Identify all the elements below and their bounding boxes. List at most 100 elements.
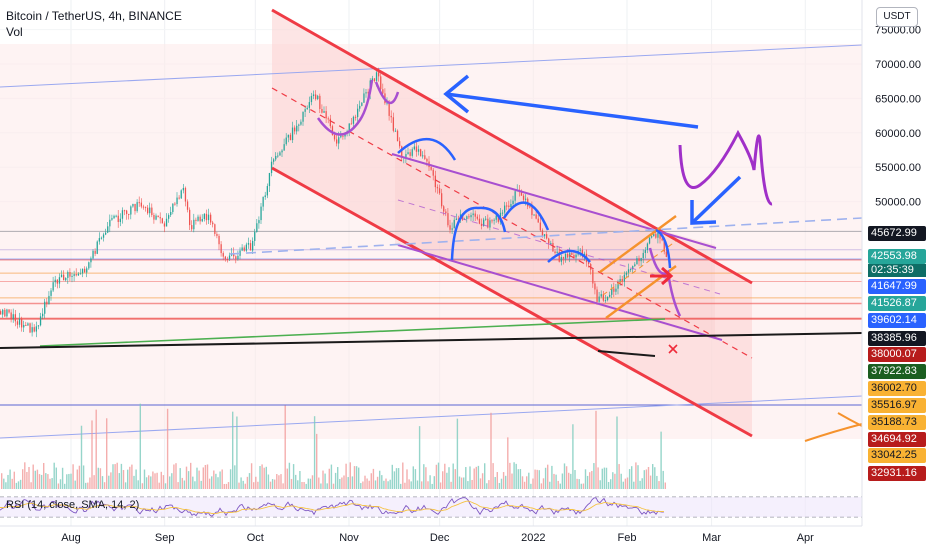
volume-bar — [32, 464, 34, 489]
candle — [233, 253, 235, 257]
volume-bar — [232, 411, 234, 489]
candle — [378, 72, 380, 77]
candle — [8, 309, 10, 313]
candle — [294, 127, 296, 132]
candle — [321, 109, 323, 113]
volume-bar — [288, 462, 291, 489]
volume-bar — [255, 476, 257, 489]
price-tag: 42553.98 — [868, 249, 926, 264]
candle — [191, 225, 193, 230]
volume-bar — [328, 468, 330, 489]
volume-bar — [64, 483, 66, 489]
volume-bar — [456, 418, 459, 489]
candle — [149, 207, 151, 214]
volume-bar — [26, 471, 28, 489]
volume-bar — [492, 463, 494, 489]
volume-bar — [509, 462, 511, 489]
volume-bar — [206, 464, 209, 489]
volume-bar — [589, 472, 591, 489]
candle — [548, 238, 550, 244]
price-tag: 35188.73 — [868, 415, 926, 430]
volume-bar — [410, 481, 412, 489]
candle — [92, 250, 94, 259]
volume-bar — [622, 481, 624, 489]
volume-bar — [477, 465, 480, 489]
volume-bar — [175, 463, 177, 489]
candle — [573, 254, 575, 258]
candle — [600, 294, 602, 297]
price-tag: 41526.87 — [868, 296, 926, 311]
volume-bar — [169, 476, 171, 489]
volume-bar — [187, 471, 190, 489]
candle — [375, 72, 378, 81]
price-tag: 34694.92 — [868, 432, 926, 447]
volume-bar — [620, 473, 622, 489]
candle — [558, 251, 560, 262]
trend-drawings[interactable] — [0, 8, 863, 442]
volume-bar — [129, 466, 131, 489]
black-support-line — [0, 332, 863, 349]
rsi-legend[interactable]: RSI (14, close, SMA, 14, 2) — [6, 499, 140, 511]
volume-bar — [286, 468, 288, 489]
orange-mark — [804, 423, 863, 442]
volume-bar — [276, 474, 278, 489]
volume-bar — [120, 463, 123, 489]
volume-bar — [22, 469, 24, 489]
green-support-line — [39, 318, 666, 347]
volume-bar — [215, 473, 217, 489]
candle — [373, 78, 376, 81]
volume-bar — [593, 463, 595, 489]
candle — [424, 155, 426, 159]
candle — [609, 294, 611, 297]
volume-bar — [458, 476, 461, 489]
volume-bar — [454, 469, 456, 489]
candle — [296, 125, 298, 132]
volume-bar — [179, 468, 181, 489]
candle — [556, 251, 558, 253]
candle — [174, 203, 176, 205]
bar-countdown: 02:35:39 — [868, 264, 926, 277]
volume-bar — [641, 478, 643, 489]
currency-button[interactable]: USDT — [876, 7, 918, 27]
price-tag: 38000.07 — [868, 347, 926, 362]
candle — [220, 244, 222, 254]
volume-bar — [626, 477, 629, 489]
volume-bar — [190, 462, 192, 489]
volume-bar — [542, 478, 545, 489]
volume-bar — [145, 477, 148, 489]
volume-bar — [49, 478, 51, 489]
volume-bar — [381, 475, 383, 489]
symbol-title[interactable]: Bitcoin / TetherUS, 4h, BINANCE — [6, 9, 182, 23]
candle — [514, 191, 516, 201]
volume-bar — [53, 462, 55, 489]
volume-bar — [74, 480, 76, 489]
candle — [485, 218, 487, 220]
volume-bar — [383, 480, 385, 489]
candle — [541, 230, 544, 237]
candle — [203, 213, 205, 219]
time-axis[interactable]: Aug Sep Oct Nov Dec 2022 Feb Mar Apr — [0, 525, 862, 544]
volume-bar — [494, 477, 496, 489]
volume-bar — [662, 470, 664, 489]
candle — [90, 258, 92, 263]
volume-bar — [269, 481, 272, 489]
volume-bar — [227, 482, 230, 489]
candle — [262, 196, 264, 207]
volume-bar — [347, 477, 349, 489]
candle — [117, 215, 119, 222]
volume-bar — [7, 474, 9, 489]
candle — [651, 236, 653, 238]
candle — [58, 277, 61, 284]
volume-bar — [631, 466, 633, 489]
rsi-line — [0, 497, 665, 517]
candle — [342, 135, 344, 137]
candle — [451, 228, 453, 230]
candle — [0, 311, 2, 315]
volume-bar — [469, 466, 471, 489]
volume-bar — [36, 469, 39, 489]
volume-bar — [55, 467, 57, 489]
volume-label[interactable]: Vol — [6, 25, 23, 39]
volume-bar — [639, 480, 641, 489]
